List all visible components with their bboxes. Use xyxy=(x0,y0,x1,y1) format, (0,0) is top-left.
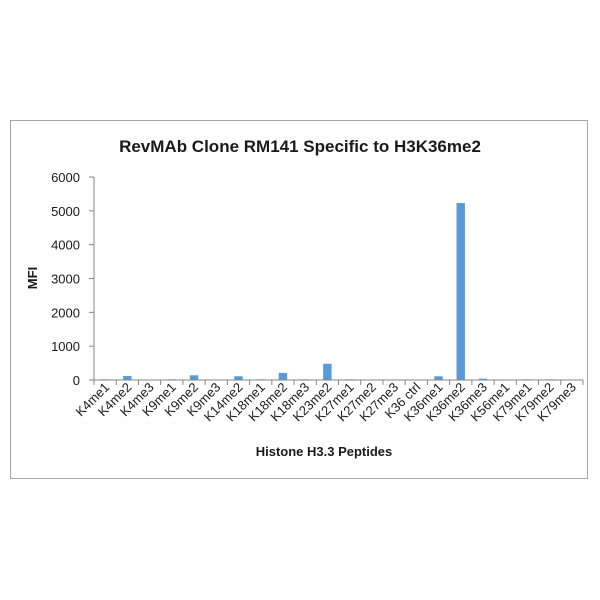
bar-k36me1 xyxy=(434,376,443,380)
chart-frame xyxy=(10,120,588,479)
x-axis: K4me1K4me2K4me3K9me1K9me2K9me3K14me2K18m… xyxy=(72,379,584,424)
bar-k23me2 xyxy=(323,363,332,380)
y-axis: 0 1000 2000 3000 4000 5000 6000 xyxy=(51,170,95,388)
y-tick-label: 4000 xyxy=(51,238,80,253)
y-axis-title: MFI xyxy=(25,267,40,289)
y-tick-label: 2000 xyxy=(51,305,80,320)
bar-k14me2 xyxy=(234,376,243,380)
y-tick-label: 6000 xyxy=(51,170,80,185)
y-tick-label: 5000 xyxy=(51,204,80,219)
bar-k18me2 xyxy=(278,372,288,380)
bar-k36me3 xyxy=(478,378,488,380)
y-tick-label: 1000 xyxy=(51,339,80,354)
y-tick-label: 3000 xyxy=(51,272,80,287)
bar-k9me2 xyxy=(189,375,199,380)
y-tick-label: 0 xyxy=(73,373,80,388)
chart-title: RevMAb Clone RM141 Specific to H3K36me2 xyxy=(119,137,481,156)
bar-k4me2 xyxy=(123,375,132,380)
bar-k36me2 xyxy=(456,203,465,380)
bars xyxy=(100,203,577,381)
x-axis-title: Histone H3.3 Peptides xyxy=(256,444,393,459)
